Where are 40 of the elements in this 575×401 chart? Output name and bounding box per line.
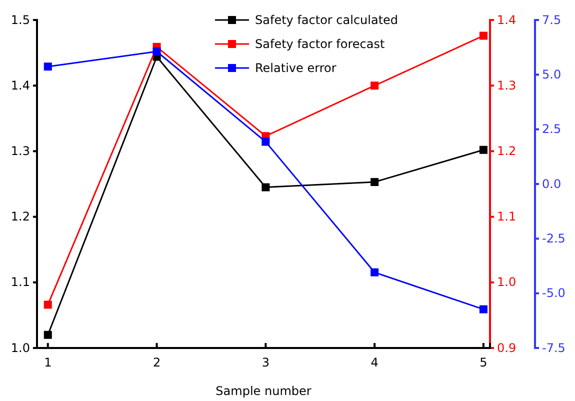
- y3-tick-label: 2.5: [542, 122, 562, 136]
- y-tick-label: 1.2: [10, 210, 30, 224]
- y-tick-label: 1.5: [10, 12, 30, 27]
- y2-tick-label: 1.2: [497, 144, 516, 158]
- point: [370, 268, 379, 276]
- y2-tick-label: 1.0: [497, 275, 516, 290]
- y-tick-label: 1.3: [10, 144, 30, 158]
- y3-tick-label: -2.5: [542, 232, 566, 246]
- x-tick-label: 3: [262, 356, 270, 370]
- x-tick-label: 2: [152, 356, 161, 370]
- y-tick-label: 1.4: [10, 78, 30, 92]
- y3-tick-label: -7.5: [542, 340, 566, 355]
- y-tick-label: 1.1: [10, 275, 30, 290]
- point: [262, 138, 270, 146]
- y3-tick-label: 7.5: [542, 12, 562, 27]
- point: [479, 32, 488, 40]
- legend-label: Safety factor calculated: [255, 13, 398, 27]
- y2-tick-label: 1.3: [497, 78, 516, 92]
- point: [479, 305, 488, 314]
- point: [370, 82, 379, 90]
- point: [44, 330, 52, 339]
- y2-tick-label: 1.4: [497, 12, 516, 27]
- legend-label: Safety factor forecast: [255, 37, 385, 51]
- point: [44, 62, 52, 71]
- x-tick-label: 5: [480, 356, 488, 370]
- point: [262, 183, 270, 192]
- y2-tick-label: 1.1: [497, 210, 516, 224]
- point: [370, 178, 379, 186]
- x-tick-label: 1: [44, 356, 52, 370]
- y2-tick-label: 0.9: [497, 340, 516, 355]
- y-tick-label: 1.0: [10, 340, 30, 355]
- x-tick-label: 4: [370, 356, 378, 370]
- y3-tick-label: -5.0: [542, 286, 566, 300]
- y3-tick-label: 0.0: [542, 176, 562, 191]
- point: [152, 47, 161, 56]
- point: [479, 146, 488, 154]
- y3-tick-label: 5.0: [542, 68, 562, 82]
- point: [44, 300, 52, 309]
- x-axis-title: Sample number: [216, 384, 312, 398]
- legend-label: Relative error: [255, 61, 336, 75]
